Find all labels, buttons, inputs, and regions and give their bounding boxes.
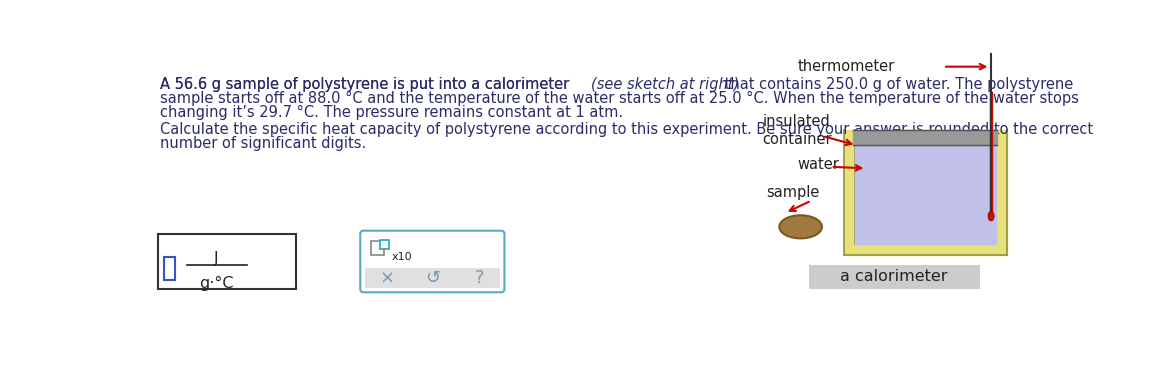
Ellipse shape [988, 211, 994, 221]
Text: number of significant digits.: number of significant digits. [160, 136, 367, 151]
Text: g·°C: g·°C [199, 276, 233, 291]
Text: A 56.6 g sample of polystyrene is put into a calorimeter (see sketch at right): A 56.6 g sample of polystyrene is put in… [160, 77, 723, 92]
Bar [365, 268, 500, 288]
Ellipse shape [780, 215, 822, 238]
Polygon shape [844, 130, 855, 244]
Polygon shape [844, 244, 1007, 255]
Text: ?: ? [475, 270, 485, 287]
Bar [164, 257, 174, 280]
Text: that contains 250.0 g of water. The polystyrene: that contains 250.0 g of water. The poly… [720, 77, 1073, 92]
Text: thermometer: thermometer [797, 59, 895, 74]
Text: changing it’s 29.7 °C. The pressure remains constant at 1 atm.: changing it’s 29.7 °C. The pressure rema… [160, 105, 623, 120]
Text: A 56.6 g sample of polystyrene is put into a calorimeter: A 56.6 g sample of polystyrene is put in… [160, 77, 574, 92]
Bar [809, 265, 979, 289]
Text: ×: × [379, 270, 395, 287]
Bar [371, 241, 384, 255]
Text: sample: sample [766, 185, 820, 200]
Bar [158, 234, 296, 289]
FancyBboxPatch shape [361, 231, 505, 292]
Text: J: J [214, 251, 219, 266]
Text: water: water [797, 157, 840, 172]
Text: Calculate the specific heat capacity of polystyrene according to this experiment: Calculate the specific heat capacity of … [160, 122, 1094, 137]
Text: x10: x10 [391, 252, 412, 262]
Polygon shape [995, 130, 1007, 244]
Text: a calorimeter: a calorimeter [841, 269, 949, 284]
Text: A 56.6 g sample of polystyrene is put into a calorimeter: A 56.6 g sample of polystyrene is put in… [160, 77, 574, 92]
Polygon shape [854, 130, 998, 145]
Text: sample starts off at 88.0 °C and the temperature of the water starts off at 25.0: sample starts off at 88.0 °C and the tem… [160, 91, 1080, 106]
Text: ↺: ↺ [425, 270, 440, 287]
Bar [381, 240, 389, 249]
Polygon shape [855, 145, 995, 244]
Text: insulated
container: insulated container [762, 114, 833, 147]
Text: (see sketch at right): (see sketch at right) [591, 77, 740, 92]
